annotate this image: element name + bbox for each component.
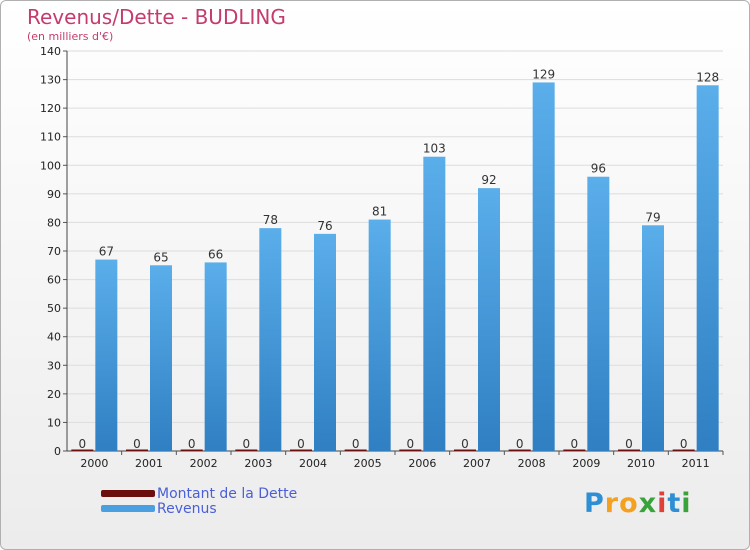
y-tick-label: 120 (40, 102, 61, 115)
x-tick-label: 2001 (135, 457, 163, 470)
bar-debt-2005 (344, 449, 367, 451)
bar-debt-2009 (563, 449, 586, 451)
data-label-revenue-2010: 79 (645, 210, 660, 224)
logo-letter: P (584, 488, 605, 519)
bar-revenue-2001 (150, 265, 172, 451)
data-label-debt-2000: 0 (79, 437, 87, 451)
data-label-debt-2007: 0 (461, 437, 469, 451)
data-label-debt-2003: 0 (243, 437, 251, 451)
x-tick-label: 2007 (463, 457, 491, 470)
data-label-debt-2005: 0 (352, 437, 360, 451)
data-label-debt-2011: 0 (680, 437, 688, 451)
legend-swatch-revenue (101, 505, 155, 512)
logo-letter: r (604, 488, 620, 519)
y-tick-label: 70 (47, 245, 61, 258)
y-tick-label: 0 (54, 445, 61, 458)
data-label-revenue-2007: 92 (481, 173, 496, 187)
bar-revenue-2011 (696, 85, 719, 452)
data-label-revenue-2001: 65 (153, 250, 168, 264)
x-tick-label: 2009 (572, 457, 600, 470)
data-label-debt-2004: 0 (297, 437, 305, 451)
x-tick-label: 2000 (80, 457, 108, 470)
gridlines (67, 50, 723, 423)
x-tick-label: 2003 (244, 457, 272, 470)
bar-debt-2010 (618, 449, 640, 451)
legend-label-debt: Montant de la Dette (157, 486, 298, 502)
logo-letter: x (638, 488, 658, 519)
y-tick-label: 110 (40, 131, 61, 144)
y-tick-label: 130 (40, 74, 61, 87)
data-label-revenue-2006: 103 (423, 142, 446, 156)
x-tick-label: 2011 (682, 457, 710, 470)
data-label-debt-2009: 0 (571, 437, 579, 451)
bar-revenue-2008 (532, 82, 555, 451)
bar-revenue-2005 (368, 219, 391, 451)
y-tick-label: 100 (40, 159, 61, 172)
proxiti-logo: Proxiti (584, 488, 692, 519)
bar-debt-2006 (399, 449, 422, 451)
bar-revenue-2010 (642, 225, 664, 451)
bar-revenue-2004 (314, 233, 336, 451)
data-label-revenue-2000: 67 (99, 245, 114, 259)
legend-label-revenue: Revenus (157, 501, 217, 517)
bar-debt-2007 (454, 449, 476, 451)
chart-title: Revenus/Dette - BUDLING (27, 5, 286, 29)
bar-revenue-2003 (259, 228, 282, 451)
bar-debt-2004 (290, 449, 312, 451)
data-label-revenue-2008: 129 (532, 67, 555, 81)
logo-letter: t (667, 488, 682, 519)
y-tick-label: 90 (47, 188, 61, 201)
data-label-debt-2010: 0 (625, 437, 633, 451)
bar-debt-2003 (235, 449, 258, 451)
bar-revenue-2007 (478, 188, 500, 451)
bar-revenue-2006 (423, 156, 446, 451)
bar-revenue-2002 (204, 262, 227, 451)
bar-revenue-2000 (95, 259, 118, 451)
chart-subtitle: (en milliers d'€) (27, 30, 114, 43)
data-label-revenue-2005: 81 (372, 205, 387, 219)
data-label-revenue-2002: 66 (208, 247, 223, 261)
logo-letter: o (619, 488, 639, 519)
data-label-debt-2006: 0 (407, 437, 415, 451)
bars (71, 82, 719, 452)
bar-debt-2002 (180, 449, 203, 451)
y-tick-label: 40 (47, 331, 61, 344)
x-tick-label: 2002 (190, 457, 218, 470)
x-tick-label: 2006 (408, 457, 436, 470)
data-label-debt-2002: 0 (188, 437, 196, 451)
logo-letter: i (657, 488, 668, 519)
x-tick-label: 2010 (627, 457, 655, 470)
data-label-revenue-2011: 128 (696, 70, 719, 84)
bar-debt-2001 (126, 449, 148, 451)
y-tick-label: 60 (47, 274, 61, 287)
bar-debt-2011 (672, 449, 695, 451)
bar-revenue-2009 (587, 176, 610, 451)
y-tick-label: 50 (47, 302, 61, 315)
logo-letter: i (681, 488, 692, 519)
bar-debt-2008 (508, 449, 531, 451)
y-tick-label: 140 (40, 45, 61, 58)
x-tick-label: 2005 (354, 457, 382, 470)
data-label-debt-2001: 0 (133, 437, 141, 451)
y-tick-label: 20 (47, 388, 61, 401)
y-tick-label: 10 (47, 416, 61, 429)
data-label-debt-2008: 0 (516, 437, 524, 451)
axes: 0 10 20 30 40 50 60 70 80 90 100 110 120 130 140 2000 20… (40, 45, 724, 470)
x-tick-label: 2008 (518, 457, 546, 470)
x-tick-label: 2004 (299, 457, 327, 470)
data-label-revenue-2009: 96 (591, 162, 606, 176)
data-labels: 0 67 0 65 0 66 0 78 0 76 0 81 0 103 0 92 0 129 0 96 0 79 0 128 (79, 67, 720, 451)
y-tick-label: 30 (47, 359, 61, 372)
bar-debt-2000 (71, 449, 94, 451)
data-label-revenue-2004: 76 (317, 219, 332, 233)
data-label-revenue-2003: 78 (263, 213, 278, 227)
y-tick-label: 80 (47, 216, 61, 229)
legend-swatch-debt (101, 490, 155, 497)
